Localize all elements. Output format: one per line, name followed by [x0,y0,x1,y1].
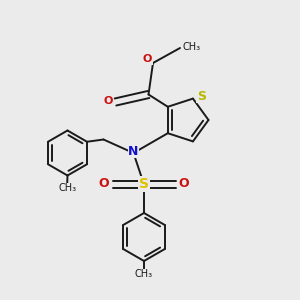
Text: O: O [103,95,113,106]
Text: O: O [178,177,189,190]
Text: CH₃: CH₃ [182,42,200,52]
Text: S: S [197,90,206,103]
Text: CH₃: CH₃ [135,269,153,279]
Text: N: N [128,145,139,158]
Text: O: O [143,54,152,64]
Text: CH₃: CH₃ [58,183,76,193]
Text: O: O [99,177,110,190]
Text: S: S [139,177,149,191]
